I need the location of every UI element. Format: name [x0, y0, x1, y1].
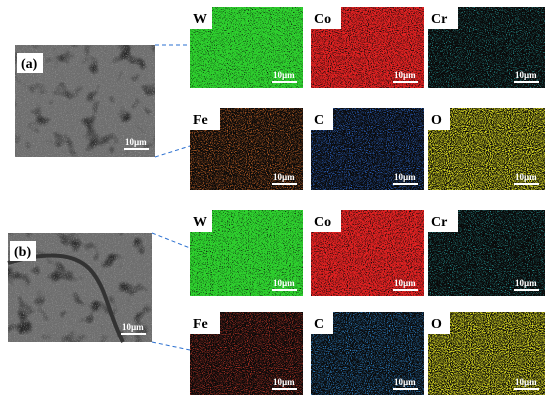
scale-label: 10µm: [273, 377, 295, 387]
element-label: Co: [314, 12, 331, 27]
element-label: C: [314, 317, 324, 332]
sem-panel: (b) 10µm: [7, 233, 152, 343]
eds-map: C 10µm: [311, 312, 424, 395]
eds-map: W 10µm: [190, 210, 303, 296]
element-label-box: [311, 108, 333, 130]
scale-label: 10µm: [394, 278, 416, 288]
element-label-box: [190, 7, 212, 29]
element-label-box: [428, 7, 458, 29]
scale-label: 10µm: [273, 70, 295, 80]
scale-label: 10µm: [515, 278, 537, 288]
sem-panel: (a) 10µm: [15, 45, 155, 157]
scale-label: 10µm: [394, 377, 416, 387]
eds-map: O 10µm: [428, 312, 545, 395]
crack: [7, 253, 125, 343]
element-label-box: [190, 210, 212, 232]
element-label: Co: [314, 215, 331, 230]
element-label-box: [190, 312, 220, 334]
eds-map: C 10µm: [311, 108, 424, 190]
scale-label: 10µm: [394, 172, 416, 182]
scale-label: 10µm: [515, 377, 537, 387]
element-label: Fe: [193, 317, 208, 332]
eds-map: Fe 10µm: [190, 312, 303, 395]
panel-label: (a): [21, 57, 38, 72]
panel-label: (b): [14, 245, 31, 260]
eds-map: O 10µm: [428, 108, 545, 190]
panel-label-box: [10, 241, 36, 261]
element-label-box: [311, 7, 341, 29]
eds-map: Co 10µm: [311, 7, 424, 88]
element-label-box: [428, 108, 450, 130]
element-label: O: [431, 317, 442, 332]
eds-map: Co 10µm: [311, 210, 424, 296]
element-label-box: [428, 210, 458, 232]
connector: [151, 341, 191, 351]
connector: [151, 232, 191, 249]
element-label: Cr: [431, 215, 447, 230]
connector: [154, 145, 191, 158]
element-label: O: [431, 113, 442, 128]
eds-map: W 10µm: [190, 7, 303, 88]
element-label-box: [311, 210, 341, 232]
eds-map: Cr 10µm: [428, 210, 545, 296]
element-label: Cr: [431, 12, 447, 27]
element-label-box: [311, 312, 333, 334]
scale-label: 10µm: [273, 172, 295, 182]
scale-label: 10µm: [515, 172, 537, 182]
element-label: W: [193, 215, 207, 230]
element-label-box: [428, 312, 450, 334]
eds-map: Fe 10µm: [190, 108, 303, 190]
scale-label: 10µm: [273, 278, 295, 288]
element-label: C: [314, 113, 324, 128]
element-label: W: [193, 12, 207, 27]
eds-map: Cr 10µm: [428, 7, 545, 88]
scale-label: 10µm: [125, 137, 147, 147]
scale-label: 10µm: [122, 322, 144, 332]
element-label: Fe: [193, 113, 208, 128]
element-label-box: [190, 108, 220, 130]
scale-label: 10µm: [394, 70, 416, 80]
scale-label: 10µm: [515, 70, 537, 80]
panel-label-box: [17, 53, 43, 73]
